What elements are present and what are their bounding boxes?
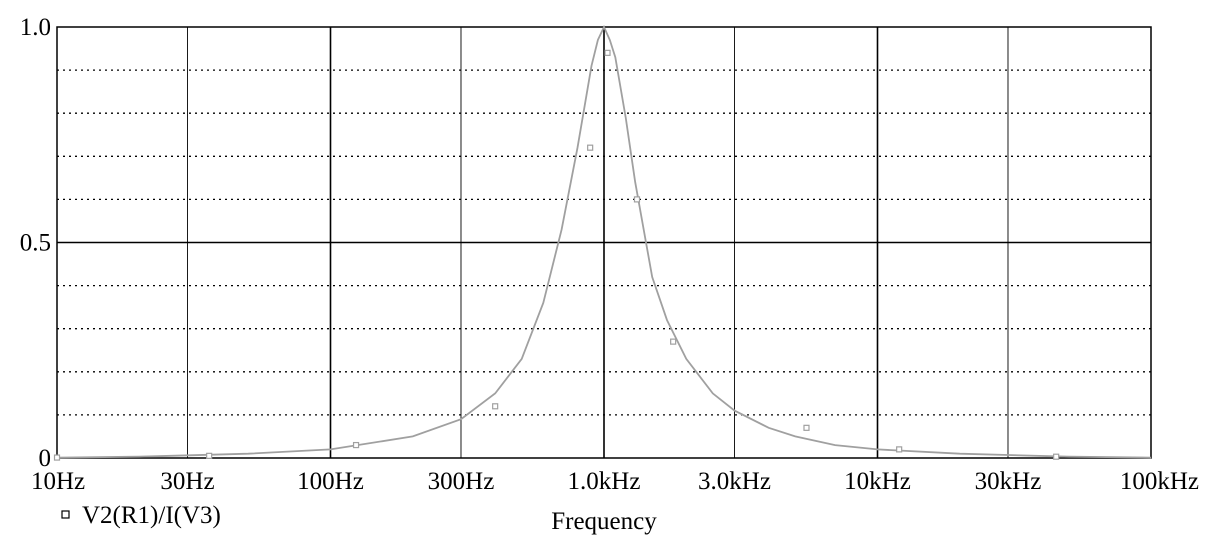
legend: V2(R1)/I(V3) xyxy=(61,502,221,529)
legend-marker-icon xyxy=(61,510,70,519)
series-marker xyxy=(803,424,810,431)
series-marker xyxy=(53,454,61,461)
x-tick-label: 30kHz xyxy=(975,468,1042,495)
x-tick-label: 1.0kHz xyxy=(568,468,641,495)
series-marker xyxy=(604,49,611,56)
series-marker xyxy=(492,403,499,410)
series-marker xyxy=(352,441,360,449)
x-tick-label: 10Hz xyxy=(31,468,85,495)
x-tick-label: 100kHz xyxy=(1120,468,1199,495)
y-tick-label: 1.0 xyxy=(20,14,51,41)
series-marker xyxy=(896,446,903,453)
series-markers xyxy=(53,49,1060,461)
x-tick-label: 30Hz xyxy=(160,468,214,495)
series-marker xyxy=(206,452,213,459)
x-tick-label: 3.0kHz xyxy=(698,468,771,495)
x-axis-label: Frequency xyxy=(551,508,657,535)
y-tick-labels: 1.0 0.5 0 xyxy=(20,14,51,472)
series-marker xyxy=(633,196,641,203)
grid xyxy=(57,27,1151,458)
series-marker xyxy=(1053,453,1060,460)
series-line-v2-r1-over-i-v3 xyxy=(56,24,1152,459)
y-tick-label: 0.5 xyxy=(20,230,51,257)
x-tick-labels: 10Hz 30Hz 100Hz 300Hz 1.0kHz 3.0kHz 10kHz 30kHz… xyxy=(31,468,1199,495)
series-layer xyxy=(56,24,1152,459)
x-tick-label: 100Hz xyxy=(297,468,364,495)
y-tick-label: 0 xyxy=(39,445,52,472)
x-tick-label: 10kHz xyxy=(844,468,911,495)
legend-label: V2(R1)/I(V3) xyxy=(82,502,221,529)
x-tick-label: 300Hz xyxy=(428,468,495,495)
series-marker xyxy=(587,144,594,151)
series-marker xyxy=(670,338,677,345)
